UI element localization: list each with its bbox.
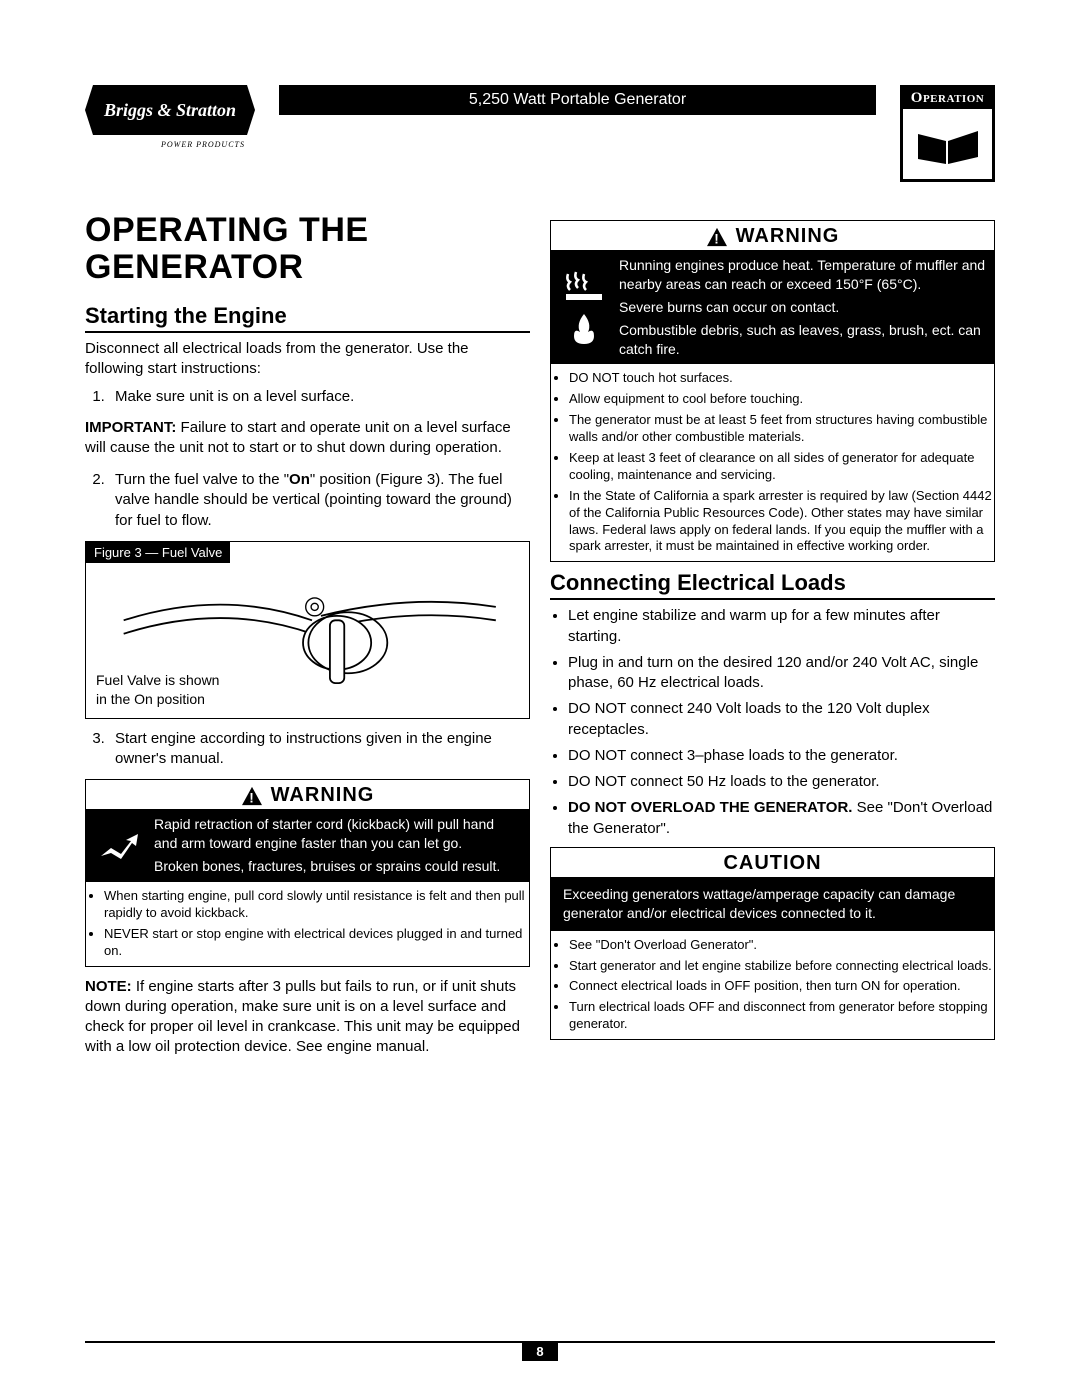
operation-badge: Operation xyxy=(900,85,995,182)
step-2: Turn the fuel valve to the "On" position… xyxy=(109,470,530,531)
warning-heat-text-1: Running engines produce heat. Temperatur… xyxy=(619,256,986,294)
page-number: 8 xyxy=(522,1342,557,1361)
page-footer: 8 xyxy=(85,1341,995,1362)
warning-triangle-icon: ! xyxy=(706,227,728,247)
connect-bullet-2: Plug in and turn on the desired 120 and/… xyxy=(568,653,995,694)
warning-label: WARNING xyxy=(271,784,375,807)
left-column: OPERATING THE GENERATOR Starting the Eng… xyxy=(85,212,530,1058)
brand-name: Briggs & Stratton xyxy=(104,100,236,121)
kickback-icon xyxy=(96,826,142,866)
caution-bullet-4: Turn electrical loads OFF and disconnect… xyxy=(569,999,994,1033)
svg-text:!: ! xyxy=(249,790,254,805)
step-3: Start engine according to instructions g… xyxy=(109,729,530,770)
heat-bullet-3: The generator must be at least 5 feet fr… xyxy=(569,412,994,446)
warning-triangle-icon: ! xyxy=(241,786,263,806)
heat-bullet-4: Keep at least 3 feet of clearance on all… xyxy=(569,450,994,484)
document-title: 5,250 Watt Portable Generator xyxy=(279,85,876,115)
connect-bullet-1: Let engine stabilize and warm up for a f… xyxy=(568,606,995,647)
caution-bullet-3: Connect electrical loads in OFF position… xyxy=(569,978,994,995)
warning-label: WARNING xyxy=(736,225,840,248)
connect-bullet-3: DO NOT connect 240 Volt loads to the 120… xyxy=(568,699,995,740)
book-icon xyxy=(913,119,983,169)
heat-bullet-1: DO NOT touch hot surfaces. xyxy=(569,370,994,387)
brand-subtitle: POWER PRODUCTS xyxy=(161,140,245,149)
intro-text: Disconnect all electrical loads from the… xyxy=(85,339,530,380)
note-text: If engine starts after 3 pulls but fails… xyxy=(85,978,520,1056)
heat-bullet-2: Allow equipment to cool before touching. xyxy=(569,391,994,408)
section-connecting-loads: Connecting Electrical Loads xyxy=(550,570,995,600)
note-label: NOTE: xyxy=(85,978,132,995)
important-label: IMPORTANT: xyxy=(85,419,176,436)
caution-bullet-1: See "Don't Overload Generator". xyxy=(569,937,994,954)
figure-caption: Figure 3 — Fuel Valve xyxy=(86,542,230,563)
caution-overload: CAUTION Exceeding generators wattage/amp… xyxy=(550,847,995,1040)
fire-icon xyxy=(562,310,606,348)
main-heading: OPERATING THE GENERATOR xyxy=(85,212,530,287)
svg-text:!: ! xyxy=(714,231,719,246)
connect-bullet-4: DO NOT connect 3–phase loads to the gene… xyxy=(568,746,995,766)
warning-text-2: Broken bones, fractures, bruises or spra… xyxy=(154,857,521,876)
warning-kickback: ! WARNING Rapid retraction of starter co… xyxy=(85,779,530,966)
warning-heat: ! WARNING Running engines produce heat. … xyxy=(550,220,995,562)
right-column: ! WARNING Running engines produce heat. … xyxy=(550,212,995,1058)
important-note: IMPORTANT: Failure to start and operate … xyxy=(85,418,530,459)
hot-surface-icon xyxy=(562,266,606,304)
page-header: Briggs & Stratton POWER PRODUCTS 5,250 W… xyxy=(85,85,995,182)
connect-bullet-6: DO NOT OVERLOAD THE GENERATOR. See "Don'… xyxy=(568,798,995,839)
warning-text-1: Rapid retraction of starter cord (kickba… xyxy=(154,815,521,853)
operation-badge-label: Operation xyxy=(903,88,992,109)
brand-logo: Briggs & Stratton POWER PRODUCTS xyxy=(85,85,255,135)
caution-text: Exceeding generators wattage/amperage ca… xyxy=(551,877,994,931)
caution-bullet-2: Start generator and let engine stabilize… xyxy=(569,958,994,975)
caution-label: CAUTION xyxy=(723,852,821,875)
heat-bullet-5: In the State of California a spark arres… xyxy=(569,488,994,556)
note-paragraph: NOTE: If engine starts after 3 pulls but… xyxy=(85,977,530,1058)
figure-label: Fuel Valve is shown in the On position xyxy=(96,671,219,707)
warning-bullet-2: NEVER start or stop engine with electric… xyxy=(104,926,529,960)
step-1: Make sure unit is on a level surface. xyxy=(109,387,530,407)
figure-3: Figure 3 — Fuel Valve Fuel Valve is show… xyxy=(85,541,530,719)
section-starting-engine: Starting the Engine xyxy=(85,303,530,333)
connect-bullet-5: DO NOT connect 50 Hz loads to the genera… xyxy=(568,772,995,792)
warning-heat-text-2: Severe burns can occur on contact. xyxy=(619,298,986,317)
warning-heat-text-3: Combustible debris, such as leaves, gras… xyxy=(619,321,986,359)
warning-bullet-1: When starting engine, pull cord slowly u… xyxy=(104,888,529,922)
